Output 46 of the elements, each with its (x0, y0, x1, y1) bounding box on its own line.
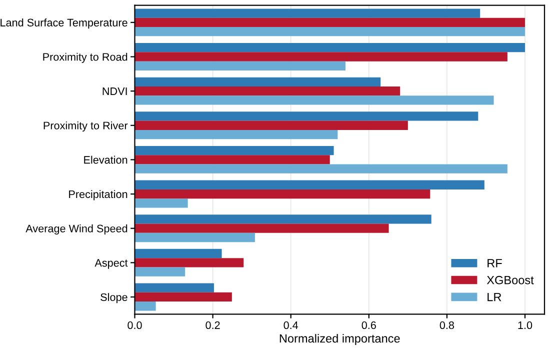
bar (134, 120, 408, 130)
bar (134, 214, 432, 224)
bar (134, 198, 188, 208)
bar (134, 292, 232, 302)
bar (134, 164, 508, 174)
y-tick-label: Elevation (84, 156, 128, 164)
legend-label: RF (488, 259, 502, 268)
bar (134, 61, 346, 70)
bar (134, 146, 334, 156)
y-tick-label: Proximity to River (44, 121, 128, 132)
bar (134, 112, 478, 121)
bar (134, 189, 430, 199)
bar (134, 8, 480, 18)
x-tick-label: 0.0 (128, 321, 142, 330)
y-tick-label: Slope (100, 293, 128, 304)
y-tick-label: Aspect (94, 259, 128, 269)
bar (134, 267, 186, 276)
legend-label: XGBoost (486, 276, 534, 284)
bar (134, 248, 222, 258)
y-tick-label: NDVI (102, 88, 127, 95)
y-tick-label: Precipitation (69, 190, 128, 200)
bar (134, 27, 525, 36)
x-tick-label: 0.2 (206, 321, 220, 330)
bar (134, 18, 525, 27)
y-tick-label: Proximity to Road (43, 52, 128, 63)
bar (134, 52, 508, 62)
x-tick-label: 1.0 (518, 321, 532, 330)
bar (134, 302, 156, 311)
bar (134, 232, 255, 242)
bar (134, 283, 214, 292)
x-tick-label: 0.6 (362, 321, 376, 330)
bar (134, 180, 484, 190)
bar (134, 224, 389, 233)
bar (134, 86, 400, 96)
y-tick-label: Average Wind Speed (26, 224, 128, 235)
bar (134, 43, 525, 52)
x-tick-label: 0.4 (284, 321, 298, 330)
x-tick-label: 0.8 (440, 321, 454, 330)
bar (134, 130, 338, 140)
bar (134, 96, 494, 105)
legend-label: LR (488, 292, 502, 302)
bar (134, 258, 244, 268)
x-axis-title: Normalized importance (280, 334, 400, 345)
bar (134, 155, 330, 164)
y-tick-label: Land Surface Temperature (0, 18, 128, 29)
bar (134, 77, 381, 86)
